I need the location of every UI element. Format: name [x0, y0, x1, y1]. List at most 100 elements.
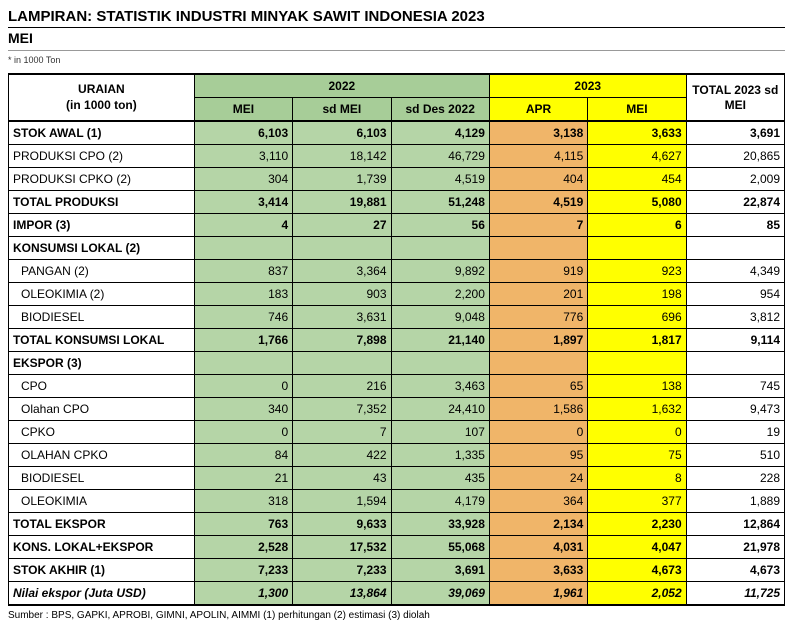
row-cell: 21,140: [391, 329, 489, 352]
row-label: PANGAN (2): [9, 260, 195, 283]
row-cell: 745: [686, 375, 784, 398]
row-cell: 33,928: [391, 513, 489, 536]
row-cell: 1,335: [391, 444, 489, 467]
row-cell: 7: [293, 421, 391, 444]
row-label: KONS. LOKAL+EKSPOR: [9, 536, 195, 559]
row-cell: 22,874: [686, 191, 784, 214]
row-cell: 216: [293, 375, 391, 398]
row-cell: 75: [588, 444, 686, 467]
row-cell: [489, 352, 587, 375]
header-uraian-line2: (in 1000 ton): [66, 98, 137, 112]
row-cell: 3,414: [194, 191, 292, 214]
row-cell: 39,069: [391, 582, 489, 606]
row-cell: [391, 237, 489, 260]
header-sddes-2022: sd Des 2022: [391, 98, 489, 122]
row-cell: [588, 352, 686, 375]
row-cell: 56: [391, 214, 489, 237]
row-cell: 1,586: [489, 398, 587, 421]
source-note: Sumber : BPS, GAPKI, APROBI, GIMNI, APOL…: [8, 610, 785, 621]
row-cell: 12,864: [686, 513, 784, 536]
row-cell: 696: [588, 306, 686, 329]
row-cell: 20,865: [686, 145, 784, 168]
row-cell: 903: [293, 283, 391, 306]
row-cell: 19,881: [293, 191, 391, 214]
row-cell: 21: [194, 467, 292, 490]
row-cell: 9,633: [293, 513, 391, 536]
row-cell: 0: [194, 421, 292, 444]
row-cell: 7,898: [293, 329, 391, 352]
row-label: PRODUKSI CPKO (2): [9, 168, 195, 191]
table-row: PRODUKSI CPO (2)3,11018,14246,7294,1154,…: [9, 145, 785, 168]
row-cell: 318: [194, 490, 292, 513]
table-row: TOTAL PRODUKSI3,41419,88151,2484,5195,08…: [9, 191, 785, 214]
row-cell: 837: [194, 260, 292, 283]
row-cell: 95: [489, 444, 587, 467]
row-label: OLEOKIMIA (2): [9, 283, 195, 306]
row-cell: 3,364: [293, 260, 391, 283]
row-cell: 1,766: [194, 329, 292, 352]
row-cell: 4,047: [588, 536, 686, 559]
row-cell: [391, 352, 489, 375]
row-cell: 228: [686, 467, 784, 490]
row-cell: 404: [489, 168, 587, 191]
row-cell: 9,892: [391, 260, 489, 283]
row-cell: 1,961: [489, 582, 587, 606]
row-cell: 510: [686, 444, 784, 467]
row-label: EKSPOR (3): [9, 352, 195, 375]
row-cell: 3,691: [391, 559, 489, 582]
table-row: EKSPOR (3): [9, 352, 785, 375]
row-cell: 85: [686, 214, 784, 237]
table-row: KONSUMSI LOKAL (2): [9, 237, 785, 260]
header-2023: 2023: [489, 74, 686, 98]
table-row: TOTAL EKSPOR7639,63333,9282,1342,23012,8…: [9, 513, 785, 536]
row-cell: [489, 237, 587, 260]
row-cell: 4,349: [686, 260, 784, 283]
row-cell: 1,594: [293, 490, 391, 513]
row-cell: 27: [293, 214, 391, 237]
row-cell: 2,009: [686, 168, 784, 191]
row-cell: 3,633: [489, 559, 587, 582]
row-label: OLAHAN CPKO: [9, 444, 195, 467]
row-cell: 340: [194, 398, 292, 421]
row-cell: [293, 237, 391, 260]
row-cell: 776: [489, 306, 587, 329]
row-cell: 3,631: [293, 306, 391, 329]
row-cell: 2,052: [588, 582, 686, 606]
table-row: PRODUKSI CPKO (2)3041,7394,5194044542,00…: [9, 168, 785, 191]
row-cell: 0: [489, 421, 587, 444]
row-cell: 7,233: [194, 559, 292, 582]
row-cell: [686, 237, 784, 260]
row-cell: 4,179: [391, 490, 489, 513]
row-cell: 138: [588, 375, 686, 398]
table-row: CPO02163,46365138745: [9, 375, 785, 398]
row-cell: 2,528: [194, 536, 292, 559]
header-2022: 2022: [194, 74, 489, 98]
row-cell: 2,200: [391, 283, 489, 306]
row-cell: 9,048: [391, 306, 489, 329]
table-row: PANGAN (2)8373,3649,8929199234,349: [9, 260, 785, 283]
row-cell: 377: [588, 490, 686, 513]
row-cell: 4,031: [489, 536, 587, 559]
table-body: STOK AWAL (1)6,1036,1034,1293,1383,6333,…: [9, 121, 785, 605]
row-cell: 6,103: [194, 121, 292, 145]
row-label: STOK AKHIR (1): [9, 559, 195, 582]
table-row: IMPOR (3)427567685: [9, 214, 785, 237]
row-cell: 1,632: [588, 398, 686, 421]
row-cell: 2,134: [489, 513, 587, 536]
row-cell: 919: [489, 260, 587, 283]
row-cell: 5,080: [588, 191, 686, 214]
row-label: STOK AWAL (1): [9, 121, 195, 145]
row-cell: 201: [489, 283, 587, 306]
row-cell: 0: [588, 421, 686, 444]
row-cell: 4,129: [391, 121, 489, 145]
row-cell: 65: [489, 375, 587, 398]
row-cell: 183: [194, 283, 292, 306]
row-cell: [293, 352, 391, 375]
row-cell: 3,633: [588, 121, 686, 145]
table-row: BIODIESEL7463,6319,0487766963,812: [9, 306, 785, 329]
row-cell: 304: [194, 168, 292, 191]
row-label: CPO: [9, 375, 195, 398]
header-mei-2022: MEI: [194, 98, 292, 122]
row-cell: 7: [489, 214, 587, 237]
row-cell: 21,978: [686, 536, 784, 559]
